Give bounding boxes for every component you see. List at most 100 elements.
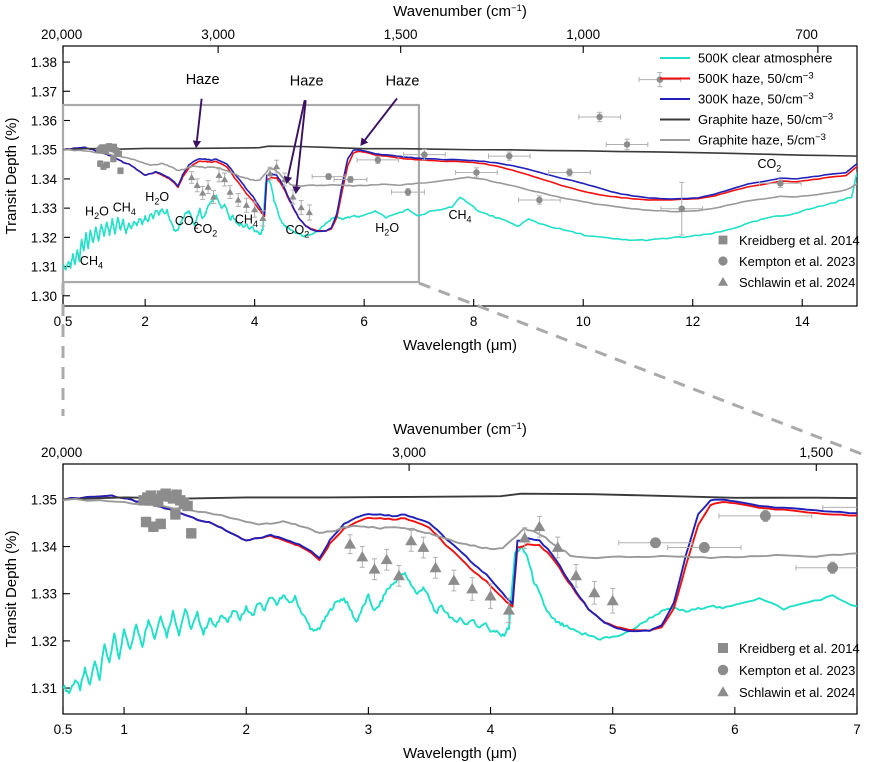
haze-arrow-shaft bbox=[295, 100, 307, 187]
haze-annotations: Haze Haze Haze bbox=[186, 72, 419, 195]
series-500k-clear-atmosphere bbox=[63, 545, 857, 695]
bottom-panel-frame: 1.35 1.34 1.33 1.32 1.31 0.5 1 2 3 4 5 6 7 20,000 3,00… bbox=[31, 445, 861, 737]
observation-points bbox=[96, 72, 802, 236]
series-graphite-haze-50-cm-3 bbox=[63, 492, 857, 501]
wavenumber-axis-title: Wavenumber (cm−1) bbox=[393, 421, 527, 438]
x-tick-label: 1 bbox=[120, 722, 128, 737]
x-tick-label: 5 bbox=[609, 722, 617, 737]
data-point-triangle bbox=[210, 193, 218, 200]
y-tick-label: 1.34 bbox=[31, 540, 58, 555]
connector-right bbox=[418, 281, 868, 458]
data-point-circle bbox=[596, 113, 603, 121]
legend-marker-square bbox=[718, 235, 728, 245]
tail: O bbox=[99, 204, 109, 218]
data-point-square bbox=[155, 518, 166, 530]
data-point-triangle bbox=[392, 569, 405, 581]
legend-marker-circle bbox=[718, 256, 728, 266]
transit-depth-axis-title: Transit Depth (%) bbox=[3, 531, 20, 648]
molecule-label: CO2 bbox=[758, 157, 782, 174]
model-curves bbox=[63, 145, 857, 271]
tail: O bbox=[159, 190, 169, 204]
dataset-kreidberg bbox=[138, 488, 197, 539]
legend-line-label: Graphite haze, 5/cm−3 bbox=[698, 132, 826, 148]
x-tick-label: 8 bbox=[470, 314, 478, 329]
data-point-circle bbox=[864, 502, 870, 513]
data-point-circle bbox=[374, 156, 382, 164]
legend-marker-label: Kreidberg et al. 2014 bbox=[739, 233, 860, 248]
data-point-triangle bbox=[405, 534, 418, 546]
haze-annotation-label: Haze bbox=[290, 73, 324, 89]
molecule-label: CH4 bbox=[80, 254, 103, 271]
data-point-triangle bbox=[466, 583, 479, 594]
superscript: −1 bbox=[511, 3, 522, 14]
data-point-square bbox=[115, 150, 122, 157]
series-graphite-haze-50-cm-3 bbox=[63, 145, 857, 157]
legend-marker-label: Kempton et al. 2023 bbox=[739, 254, 855, 269]
data-point-triangle bbox=[533, 520, 546, 532]
haze-arrow-head bbox=[292, 186, 301, 195]
data-point-triangle bbox=[502, 604, 515, 615]
series-500k-clear-atmosphere bbox=[63, 172, 857, 271]
top-panel: 1.38 1.37 1.36 1.35 1.34 1.33 1.32 1.31 1.30 0.5 2… bbox=[3, 3, 860, 354]
data-point-circle bbox=[506, 152, 513, 160]
data-point-circle bbox=[827, 562, 839, 574]
x-tick-label: 0.5 bbox=[54, 722, 73, 737]
data-point-triangle bbox=[368, 563, 381, 574]
data-point-triangle bbox=[588, 586, 601, 598]
data-point-triangle bbox=[242, 201, 251, 208]
data-point-triangle bbox=[266, 170, 274, 177]
x-tick-label: 4 bbox=[251, 314, 259, 329]
data-point-square bbox=[182, 500, 193, 512]
tail: ) bbox=[522, 421, 527, 438]
data-point-circle bbox=[698, 542, 710, 553]
y-tick-label: 1.36 bbox=[31, 113, 57, 128]
superscript: −3 bbox=[803, 91, 814, 102]
data-point-triangle bbox=[220, 175, 229, 183]
dataset-schlawin bbox=[344, 515, 619, 623]
haze-arrow-head bbox=[283, 175, 293, 185]
data-point-square bbox=[153, 496, 164, 507]
series-300k-haze-50-cm-3 bbox=[63, 146, 857, 233]
superscript: −3 bbox=[822, 112, 833, 123]
legend-marker-label: Kempton et al. 2023 bbox=[739, 663, 855, 678]
dataset-schlawin bbox=[188, 159, 313, 227]
data-point-square bbox=[110, 143, 118, 150]
superscript: −1 bbox=[511, 421, 522, 432]
wavenumber-tick-label: 3,000 bbox=[392, 445, 426, 460]
data-point-triangle bbox=[417, 541, 430, 552]
data-point-square bbox=[171, 489, 182, 500]
data-point-square bbox=[97, 160, 104, 167]
data-point-square bbox=[110, 155, 117, 163]
data-point-triangle bbox=[551, 541, 564, 552]
data-point-circle bbox=[678, 205, 686, 212]
x-tick-label: 3 bbox=[365, 722, 373, 737]
molecule-label: H2O bbox=[85, 204, 109, 221]
y-tick-label: 1.30 bbox=[31, 289, 57, 304]
axis-titles-bottom: Wavenumber (cm−1) Wavelength (μm) Transit … bbox=[3, 421, 527, 762]
molecule-label: CO2 bbox=[285, 223, 309, 240]
data-point-triangle bbox=[226, 188, 234, 195]
y-tick-label: 1.35 bbox=[31, 143, 57, 158]
superscript: −3 bbox=[815, 132, 826, 143]
wavenumber-tick-label: 1,500 bbox=[799, 445, 833, 460]
molecule-label: CO2 bbox=[193, 222, 217, 239]
wavenumber-axis-title: Wavenumber (cm−1) bbox=[393, 3, 527, 20]
series-300k-haze-50-cm-3 bbox=[63, 494, 857, 633]
data-point-triangle bbox=[193, 181, 201, 188]
molecule-label: H2O bbox=[145, 190, 169, 207]
haze-arrow-shaft bbox=[364, 97, 398, 141]
data-point-triangle bbox=[297, 203, 305, 211]
data-point-triangle bbox=[215, 171, 223, 179]
data-point-circle bbox=[404, 188, 412, 196]
wavenumber-tick-label: 20,000 bbox=[41, 445, 82, 460]
wavenumber-tick-label: 3,000 bbox=[201, 27, 235, 42]
wavenumber-tick-label: 1,500 bbox=[384, 27, 418, 42]
dataset-kempton bbox=[311, 72, 802, 236]
y-tick-label: 1.31 bbox=[31, 260, 57, 275]
series-graphite-haze-5-cm-3 bbox=[63, 498, 857, 560]
data-point-triangle bbox=[259, 214, 267, 221]
legend-marker-triangle bbox=[717, 276, 729, 286]
marker-legend-top: Kreidberg et al. 2014 Kempton et al. 2023… bbox=[717, 233, 860, 290]
wavelength-axis-title: Wavelength (μm) bbox=[403, 337, 517, 354]
